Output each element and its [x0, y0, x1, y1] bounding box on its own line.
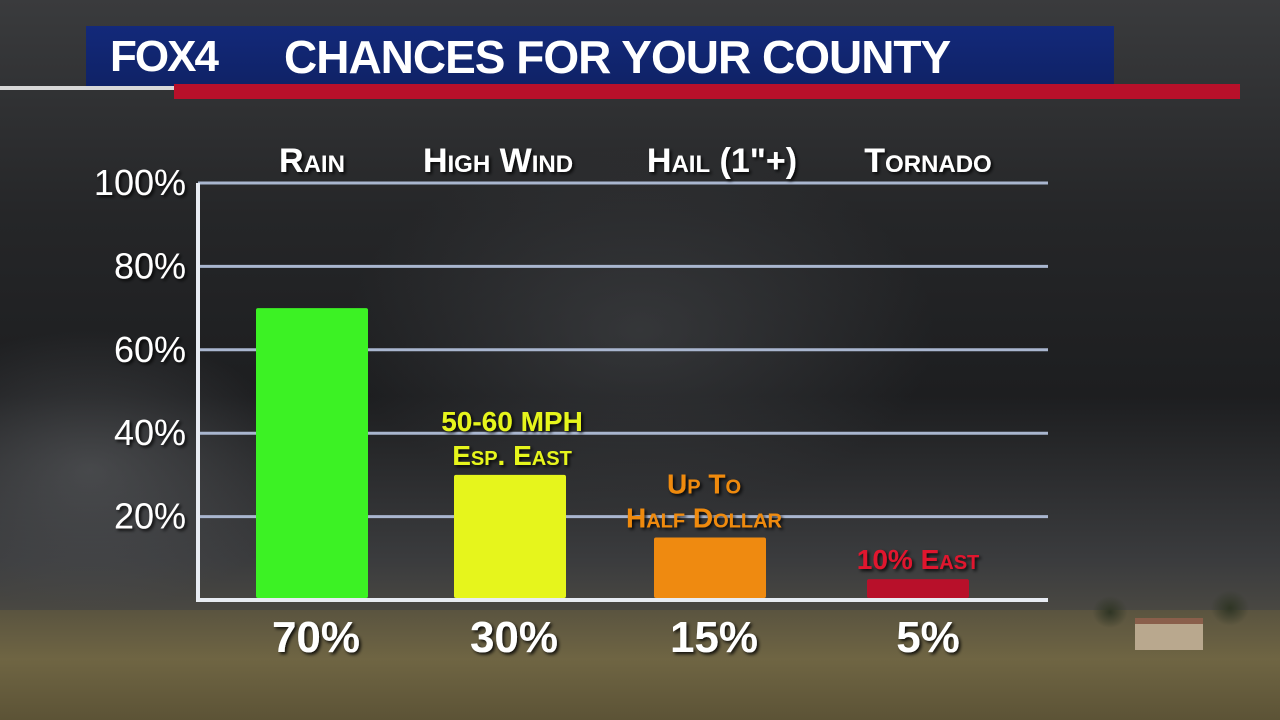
y-tick-label-40: 40%	[114, 412, 186, 453]
annotation-hail-1: Half Dollar	[626, 502, 783, 533]
header-accent-line	[0, 86, 200, 90]
axes	[196, 183, 1048, 602]
category-label-hail: Hail (1"+)	[647, 142, 797, 180]
header-red-stripe	[174, 84, 1240, 99]
category-labels: Rain High Wind Hail (1"+) Tornado	[279, 142, 992, 180]
header-bar	[86, 26, 1114, 86]
field-ground	[0, 610, 1280, 720]
page-title: CHANCES FOR YOUR COUNTY	[284, 31, 951, 83]
annotation-high-wind-0: 50-60 MPH	[441, 406, 583, 437]
y-tick-label-80: 80%	[114, 245, 186, 286]
fox4-logo: FOX4	[110, 32, 219, 81]
bar-rain	[256, 308, 368, 598]
value-label-hail: 15%	[670, 613, 758, 662]
y-tick-label-100: 100%	[94, 162, 186, 203]
bar-high-wind	[454, 474, 566, 598]
bar-tornado	[867, 579, 969, 598]
value-label-tornado: 5%	[896, 613, 960, 662]
category-label-high-wind: High Wind	[423, 142, 573, 180]
value-label-rain: 70%	[272, 613, 360, 662]
annotation-tornado-0: 10% East	[857, 544, 980, 575]
y-tick-labels: 20% 40% 60% 80% 100%	[94, 162, 186, 537]
category-label-tornado: Tornado	[864, 142, 991, 180]
bars	[256, 308, 969, 598]
value-labels: 70% 30% 15% 5%	[272, 613, 960, 662]
category-label-rain: Rain	[279, 142, 345, 180]
y-tick-label-60: 60%	[114, 329, 186, 370]
annotation-high-wind-1: Esp. East	[452, 440, 572, 471]
annotation-hail-0: Up To	[667, 468, 741, 499]
farmhouse	[1135, 618, 1203, 650]
value-label-high-wind: 30%	[470, 613, 558, 662]
y-tick-label-20: 20%	[114, 496, 186, 537]
bar-hail	[654, 537, 766, 598]
